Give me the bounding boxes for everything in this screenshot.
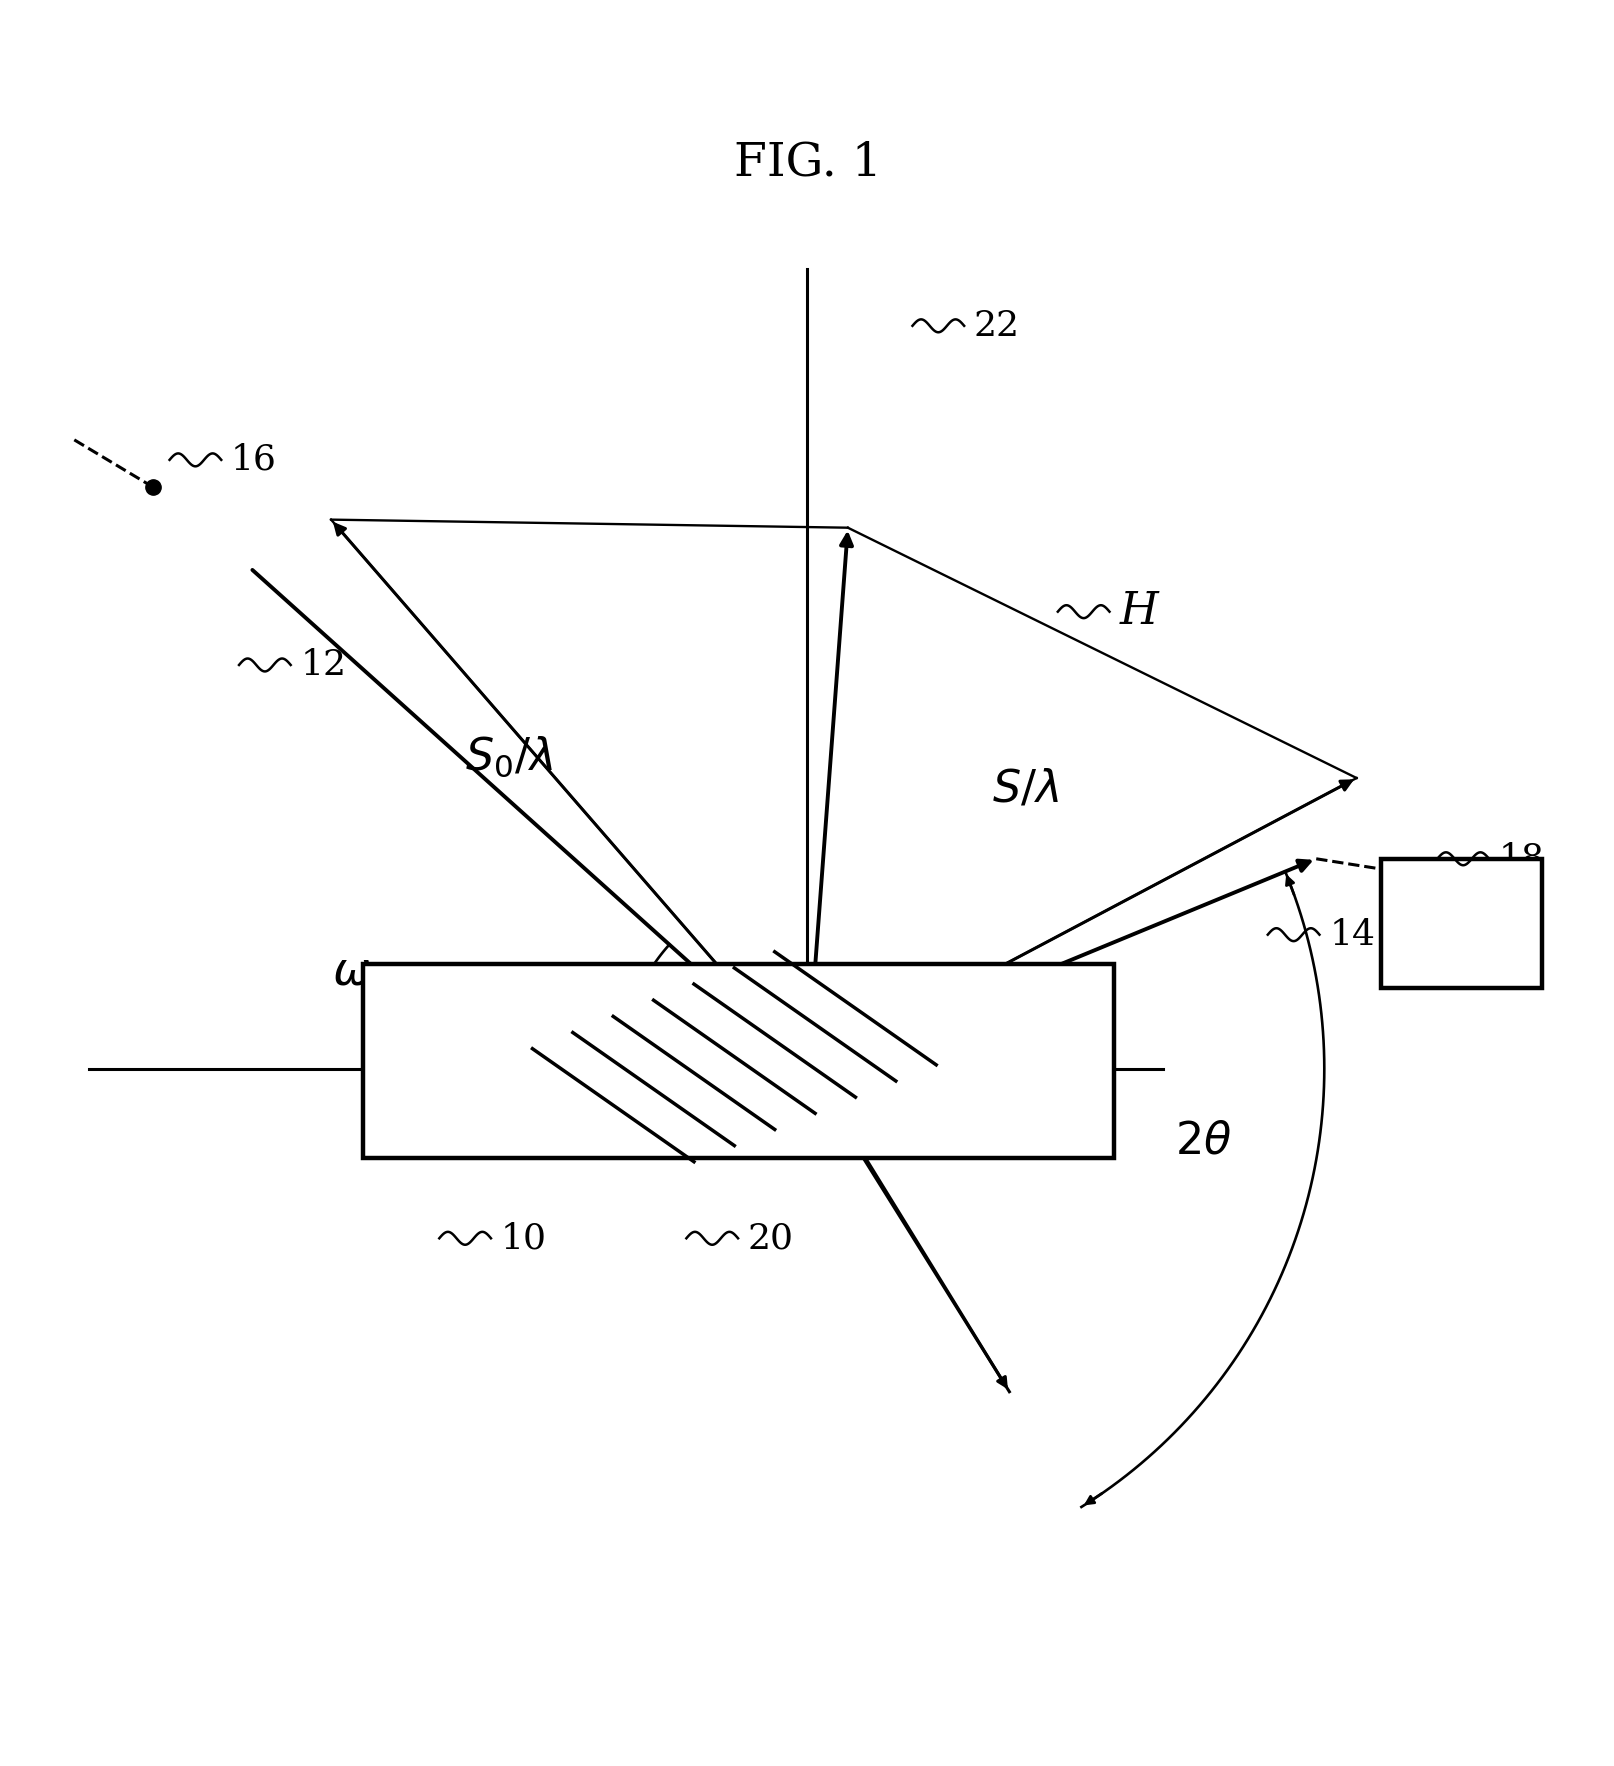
Bar — [1380, 858, 1541, 987]
Text: 16: 16 — [231, 443, 276, 477]
Text: FIG. 1: FIG. 1 — [733, 140, 881, 185]
Text: 10: 10 — [500, 1222, 546, 1256]
Text: 14: 14 — [1328, 918, 1374, 952]
Text: 18: 18 — [1498, 842, 1543, 876]
Text: $S/ \lambda$: $S/ \lambda$ — [991, 768, 1059, 811]
Text: 22: 22 — [973, 309, 1018, 343]
Text: 12: 12 — [300, 648, 345, 682]
Text: H: H — [1119, 590, 1157, 634]
Bar — [363, 964, 1114, 1157]
Text: 20: 20 — [747, 1222, 792, 1256]
Text: $S_0/ \lambda$: $S_0/ \lambda$ — [465, 735, 552, 779]
Text: $2\theta$: $2\theta$ — [1173, 1120, 1231, 1164]
Text: $\omega$: $\omega$ — [332, 948, 371, 994]
